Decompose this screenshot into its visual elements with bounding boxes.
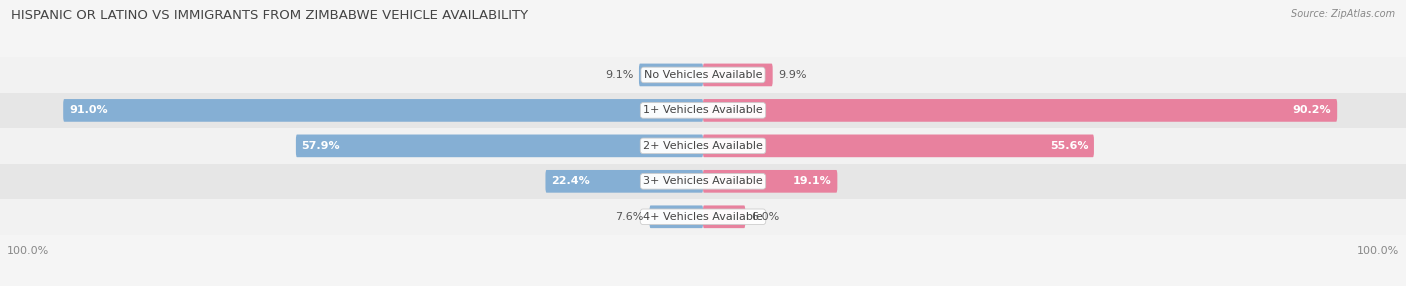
Text: 4+ Vehicles Available: 4+ Vehicles Available xyxy=(643,212,763,222)
FancyBboxPatch shape xyxy=(63,99,703,122)
Text: 55.6%: 55.6% xyxy=(1050,141,1088,151)
FancyBboxPatch shape xyxy=(703,134,1094,157)
Text: Source: ZipAtlas.com: Source: ZipAtlas.com xyxy=(1291,9,1395,19)
Text: 100.0%: 100.0% xyxy=(7,246,49,256)
Bar xyxy=(0,128,1406,164)
Text: 9.1%: 9.1% xyxy=(605,70,633,80)
FancyBboxPatch shape xyxy=(703,170,838,193)
Text: 19.1%: 19.1% xyxy=(793,176,832,186)
Text: 1+ Vehicles Available: 1+ Vehicles Available xyxy=(643,106,763,115)
Text: 91.0%: 91.0% xyxy=(69,106,107,115)
Text: 100.0%: 100.0% xyxy=(1357,246,1399,256)
Bar xyxy=(0,164,1406,199)
Text: 3+ Vehicles Available: 3+ Vehicles Available xyxy=(643,176,763,186)
FancyBboxPatch shape xyxy=(638,63,703,86)
FancyBboxPatch shape xyxy=(703,99,1337,122)
FancyBboxPatch shape xyxy=(650,205,703,228)
FancyBboxPatch shape xyxy=(546,170,703,193)
Text: 90.2%: 90.2% xyxy=(1294,106,1331,115)
FancyBboxPatch shape xyxy=(703,63,773,86)
Text: 9.9%: 9.9% xyxy=(779,70,807,80)
Text: 2+ Vehicles Available: 2+ Vehicles Available xyxy=(643,141,763,151)
Text: 7.6%: 7.6% xyxy=(616,212,644,222)
Text: 57.9%: 57.9% xyxy=(301,141,340,151)
FancyBboxPatch shape xyxy=(295,134,703,157)
Text: No Vehicles Available: No Vehicles Available xyxy=(644,70,762,80)
Bar xyxy=(0,57,1406,93)
Text: 6.0%: 6.0% xyxy=(751,212,779,222)
FancyBboxPatch shape xyxy=(703,205,745,228)
Bar xyxy=(0,93,1406,128)
Bar xyxy=(0,199,1406,235)
Text: 22.4%: 22.4% xyxy=(551,176,591,186)
Text: HISPANIC OR LATINO VS IMMIGRANTS FROM ZIMBABWE VEHICLE AVAILABILITY: HISPANIC OR LATINO VS IMMIGRANTS FROM ZI… xyxy=(11,9,529,21)
